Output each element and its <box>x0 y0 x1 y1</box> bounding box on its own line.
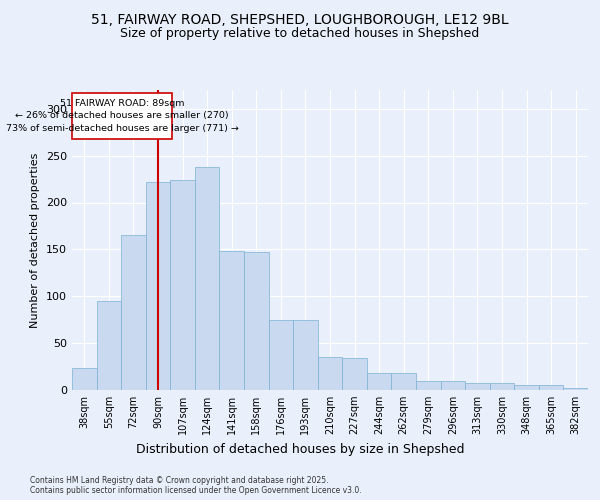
Bar <box>440 380 465 390</box>
Bar <box>563 388 588 390</box>
Bar <box>146 182 170 390</box>
Bar <box>416 380 440 390</box>
Bar <box>97 301 121 390</box>
Bar <box>244 252 269 390</box>
Y-axis label: Number of detached properties: Number of detached properties <box>31 152 40 328</box>
Text: Size of property relative to detached houses in Shepshed: Size of property relative to detached ho… <box>121 28 479 40</box>
Bar <box>318 357 342 390</box>
FancyBboxPatch shape <box>73 93 172 138</box>
Bar <box>293 320 318 390</box>
Text: Contains HM Land Registry data © Crown copyright and database right 2025.
Contai: Contains HM Land Registry data © Crown c… <box>30 476 362 495</box>
Bar <box>269 320 293 390</box>
Bar <box>367 373 391 390</box>
Text: Distribution of detached houses by size in Shepshed: Distribution of detached houses by size … <box>136 442 464 456</box>
Bar <box>465 382 490 390</box>
Bar <box>220 251 244 390</box>
Bar <box>195 167 220 390</box>
Bar <box>121 236 146 390</box>
Bar <box>170 180 195 390</box>
Bar <box>539 386 563 390</box>
Bar <box>514 386 539 390</box>
Bar <box>490 382 514 390</box>
Bar <box>72 368 97 390</box>
Bar <box>342 358 367 390</box>
Text: 51, FAIRWAY ROAD, SHEPSHED, LOUGHBOROUGH, LE12 9BL: 51, FAIRWAY ROAD, SHEPSHED, LOUGHBOROUGH… <box>91 12 509 26</box>
Text: 51 FAIRWAY ROAD: 89sqm
← 26% of detached houses are smaller (270)
73% of semi-de: 51 FAIRWAY ROAD: 89sqm ← 26% of detached… <box>5 99 238 133</box>
Bar <box>391 373 416 390</box>
